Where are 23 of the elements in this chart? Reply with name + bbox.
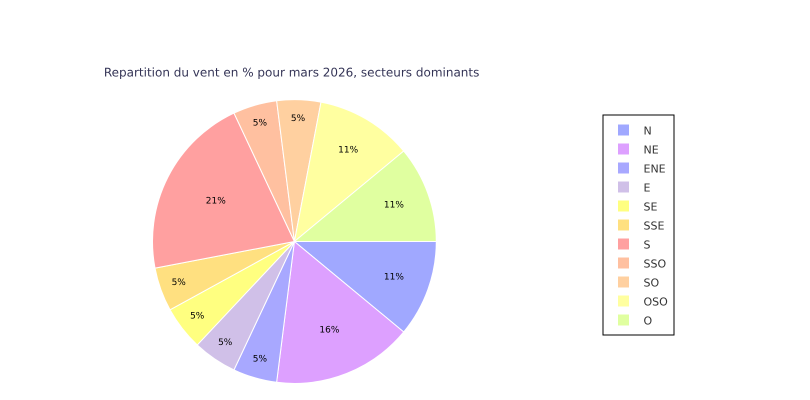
legend-label: E [644,181,650,194]
data-label: 11% [338,145,359,156]
legend-label: SO [644,276,660,290]
legend-label: SE [644,200,658,214]
legend-label: S [644,238,650,252]
data-label: 5% [252,354,268,364]
legend-label: O [644,314,652,328]
data-label: 5% [290,114,306,124]
data-label: 5% [190,312,205,322]
data-label: 21% [206,196,226,207]
data-label: 5% [172,278,186,288]
legend-label: NE [644,143,659,156]
legend-label: OSO [644,295,668,308]
data-label: 11% [384,272,404,282]
legend-label: ENE [644,162,666,176]
legend-label: N [644,124,652,138]
data-label: 11% [384,200,404,211]
chart-title: Repartition du vent en % pour mars 2026, secteurs dominants [104,65,480,80]
data-label: 16% [319,326,340,336]
legend-label: SSE [644,219,664,232]
data-label: 5% [252,118,268,129]
data-label: 5% [218,338,233,348]
legend-label: SSO [644,257,666,270]
